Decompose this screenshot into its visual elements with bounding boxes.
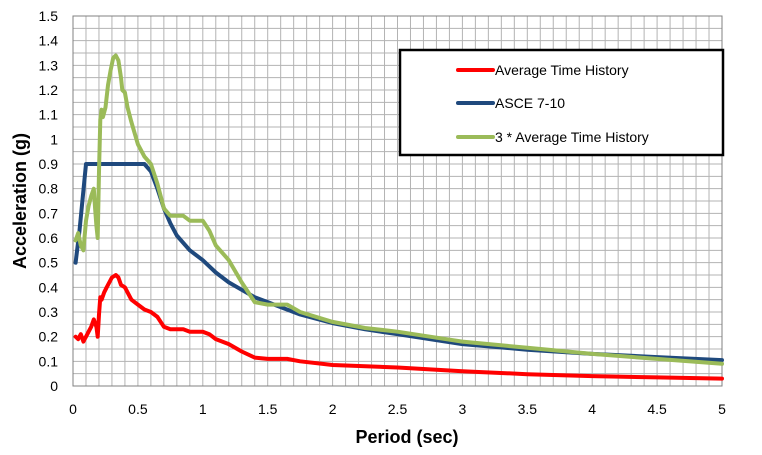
y-axis-title: Acceleration (g) — [10, 133, 30, 269]
x-tick-label: 2.5 — [388, 401, 408, 417]
x-tick-label: 5 — [718, 401, 726, 417]
y-tick-label: 1.5 — [39, 8, 59, 24]
y-tick-label: 0.9 — [39, 156, 59, 172]
series-line-average-time-history — [73, 273, 724, 381]
x-tick-label: 1 — [199, 401, 207, 417]
y-tick-label: 0.1 — [39, 353, 59, 369]
y-tick-label: 0.7 — [39, 205, 59, 221]
legend-label: ASCE 7-10 — [495, 95, 565, 111]
y-tick-label: 1.2 — [39, 82, 59, 98]
x-tick-label: 4.5 — [647, 401, 667, 417]
y-tick-label: 1.1 — [39, 107, 59, 123]
series-lines — [73, 53, 724, 381]
legend: Average Time History ASCE 7-10 3 * Average… — [398, 48, 725, 157]
x-tick-label: 0.5 — [128, 401, 148, 417]
series-line-asce-7-10 — [73, 162, 724, 363]
x-tick-label: 1.5 — [258, 401, 278, 417]
x-tick-label: 3.5 — [518, 401, 538, 417]
legend-box — [398, 48, 725, 157]
series-line-three-times-average-time-history — [73, 53, 724, 366]
x-axis-ticks: 0 0.5 1 1.5 2 2.5 3 3.5 4 4.5 5 — [69, 401, 726, 417]
x-tick-label: 4 — [588, 401, 596, 417]
y-tick-label: 0.8 — [39, 181, 59, 197]
x-tick-label: 2 — [329, 401, 337, 417]
x-axis-title: Period (sec) — [355, 427, 458, 447]
x-tick-label: 3 — [459, 401, 467, 417]
y-axis-ticks: 0 0.1 0.2 0.3 0.4 0.5 0.6 0.7 0.8 0.9 1 1.1 1.2 1.3 1.… — [39, 8, 59, 394]
legend-label: Average Time History — [495, 62, 629, 78]
y-tick-label: 1.3 — [39, 57, 59, 73]
y-tick-label: 0.2 — [39, 329, 59, 345]
legend-label: 3 * Average Time History — [495, 129, 649, 145]
y-tick-label: 0.6 — [39, 230, 59, 246]
x-tick-label: 0 — [69, 401, 77, 417]
y-tick-label: 1.4 — [39, 33, 59, 49]
y-tick-label: 0.5 — [39, 255, 59, 271]
y-tick-label: 0 — [50, 378, 58, 394]
y-tick-label: 0.3 — [39, 304, 59, 320]
plot-area-frame — [72, 15, 723, 387]
y-tick-label: 1 — [50, 131, 58, 147]
y-tick-label: 0.4 — [39, 279, 59, 295]
